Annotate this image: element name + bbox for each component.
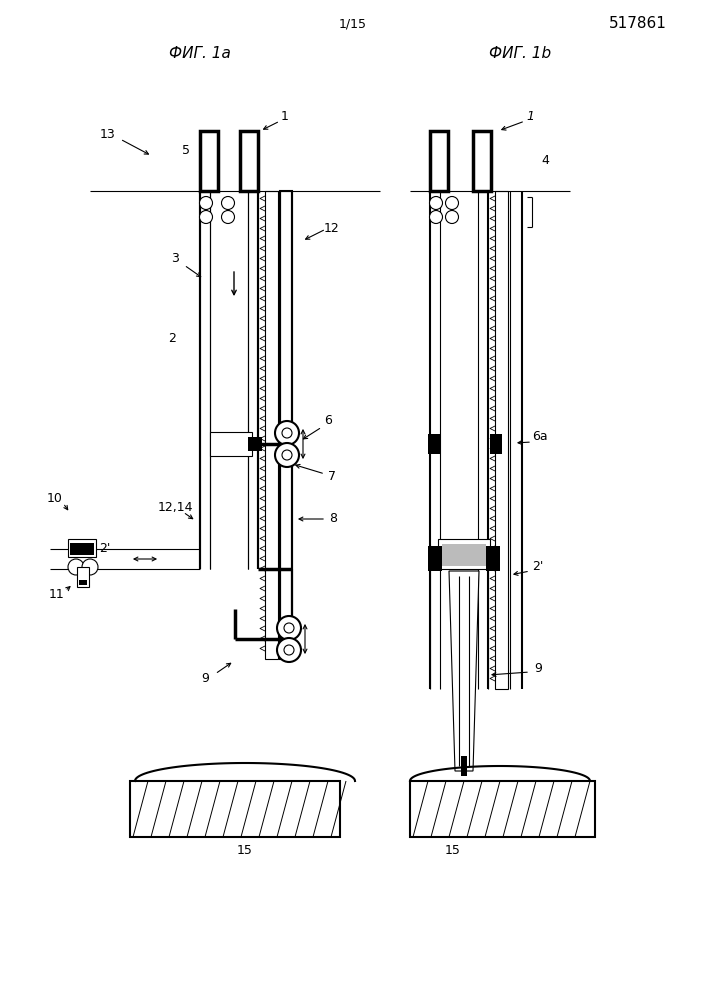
Bar	[248, 437, 262, 451]
Bar	[210, 432, 252, 456]
Bar	[495, 191, 508, 689]
Circle shape	[222, 211, 234, 224]
Circle shape	[445, 197, 458, 210]
Text: 9: 9	[201, 672, 209, 685]
Text: 6: 6	[324, 415, 332, 428]
Bar	[130, 781, 340, 837]
Bar	[79, 580, 87, 585]
Bar	[410, 781, 595, 837]
Bar	[486, 546, 500, 571]
Circle shape	[282, 428, 292, 438]
Bar	[68, 539, 96, 557]
Text: 1: 1	[281, 111, 289, 124]
Bar	[428, 546, 442, 571]
Bar	[265, 191, 278, 659]
Text: 8: 8	[329, 512, 337, 525]
Bar	[280, 191, 292, 659]
Bar	[430, 131, 448, 191]
Circle shape	[200, 211, 213, 224]
Circle shape	[429, 197, 443, 210]
Bar	[240, 131, 258, 191]
Circle shape	[284, 645, 294, 655]
Polygon shape	[449, 571, 479, 771]
Text: 517861: 517861	[609, 17, 667, 32]
Circle shape	[282, 450, 292, 460]
Circle shape	[284, 623, 294, 633]
Circle shape	[275, 443, 299, 467]
Circle shape	[277, 616, 301, 640]
Circle shape	[82, 559, 98, 575]
Text: 12,14: 12,14	[157, 500, 193, 513]
Circle shape	[445, 211, 458, 224]
Bar	[473, 131, 491, 191]
Circle shape	[275, 421, 299, 445]
Bar	[70, 543, 94, 555]
Text: 1: 1	[526, 111, 534, 124]
Bar	[200, 131, 218, 191]
Text: 9: 9	[534, 662, 542, 675]
Text: 7: 7	[328, 471, 336, 484]
Circle shape	[68, 559, 84, 575]
Bar	[430, 191, 522, 689]
Text: 3: 3	[171, 253, 179, 266]
Text: 12: 12	[324, 223, 340, 236]
Text: ФИГ. 1b: ФИГ. 1b	[489, 47, 551, 62]
Circle shape	[429, 211, 443, 224]
Text: 2': 2'	[100, 542, 111, 555]
Circle shape	[200, 197, 213, 210]
Bar	[490, 434, 502, 454]
Text: 15: 15	[237, 844, 253, 857]
Text: 10: 10	[47, 493, 63, 505]
Text: 5: 5	[182, 145, 190, 158]
Text: 4: 4	[541, 155, 549, 168]
Bar	[461, 756, 467, 776]
Circle shape	[277, 638, 301, 662]
Bar	[428, 434, 440, 454]
Bar	[248, 440, 253, 448]
Text: 15: 15	[445, 844, 461, 857]
Bar	[200, 191, 258, 569]
Text: 1/15: 1/15	[339, 18, 367, 31]
Text: 2': 2'	[532, 560, 544, 573]
Bar	[77, 567, 89, 587]
Bar	[438, 539, 490, 569]
Text: 2: 2	[168, 333, 176, 346]
Text: ФИГ. 1a: ФИГ. 1a	[169, 47, 231, 62]
Bar	[442, 544, 486, 566]
Text: 11: 11	[49, 588, 65, 601]
Circle shape	[222, 197, 234, 210]
Text: 6a: 6a	[532, 431, 548, 444]
Text: 13: 13	[100, 128, 116, 141]
